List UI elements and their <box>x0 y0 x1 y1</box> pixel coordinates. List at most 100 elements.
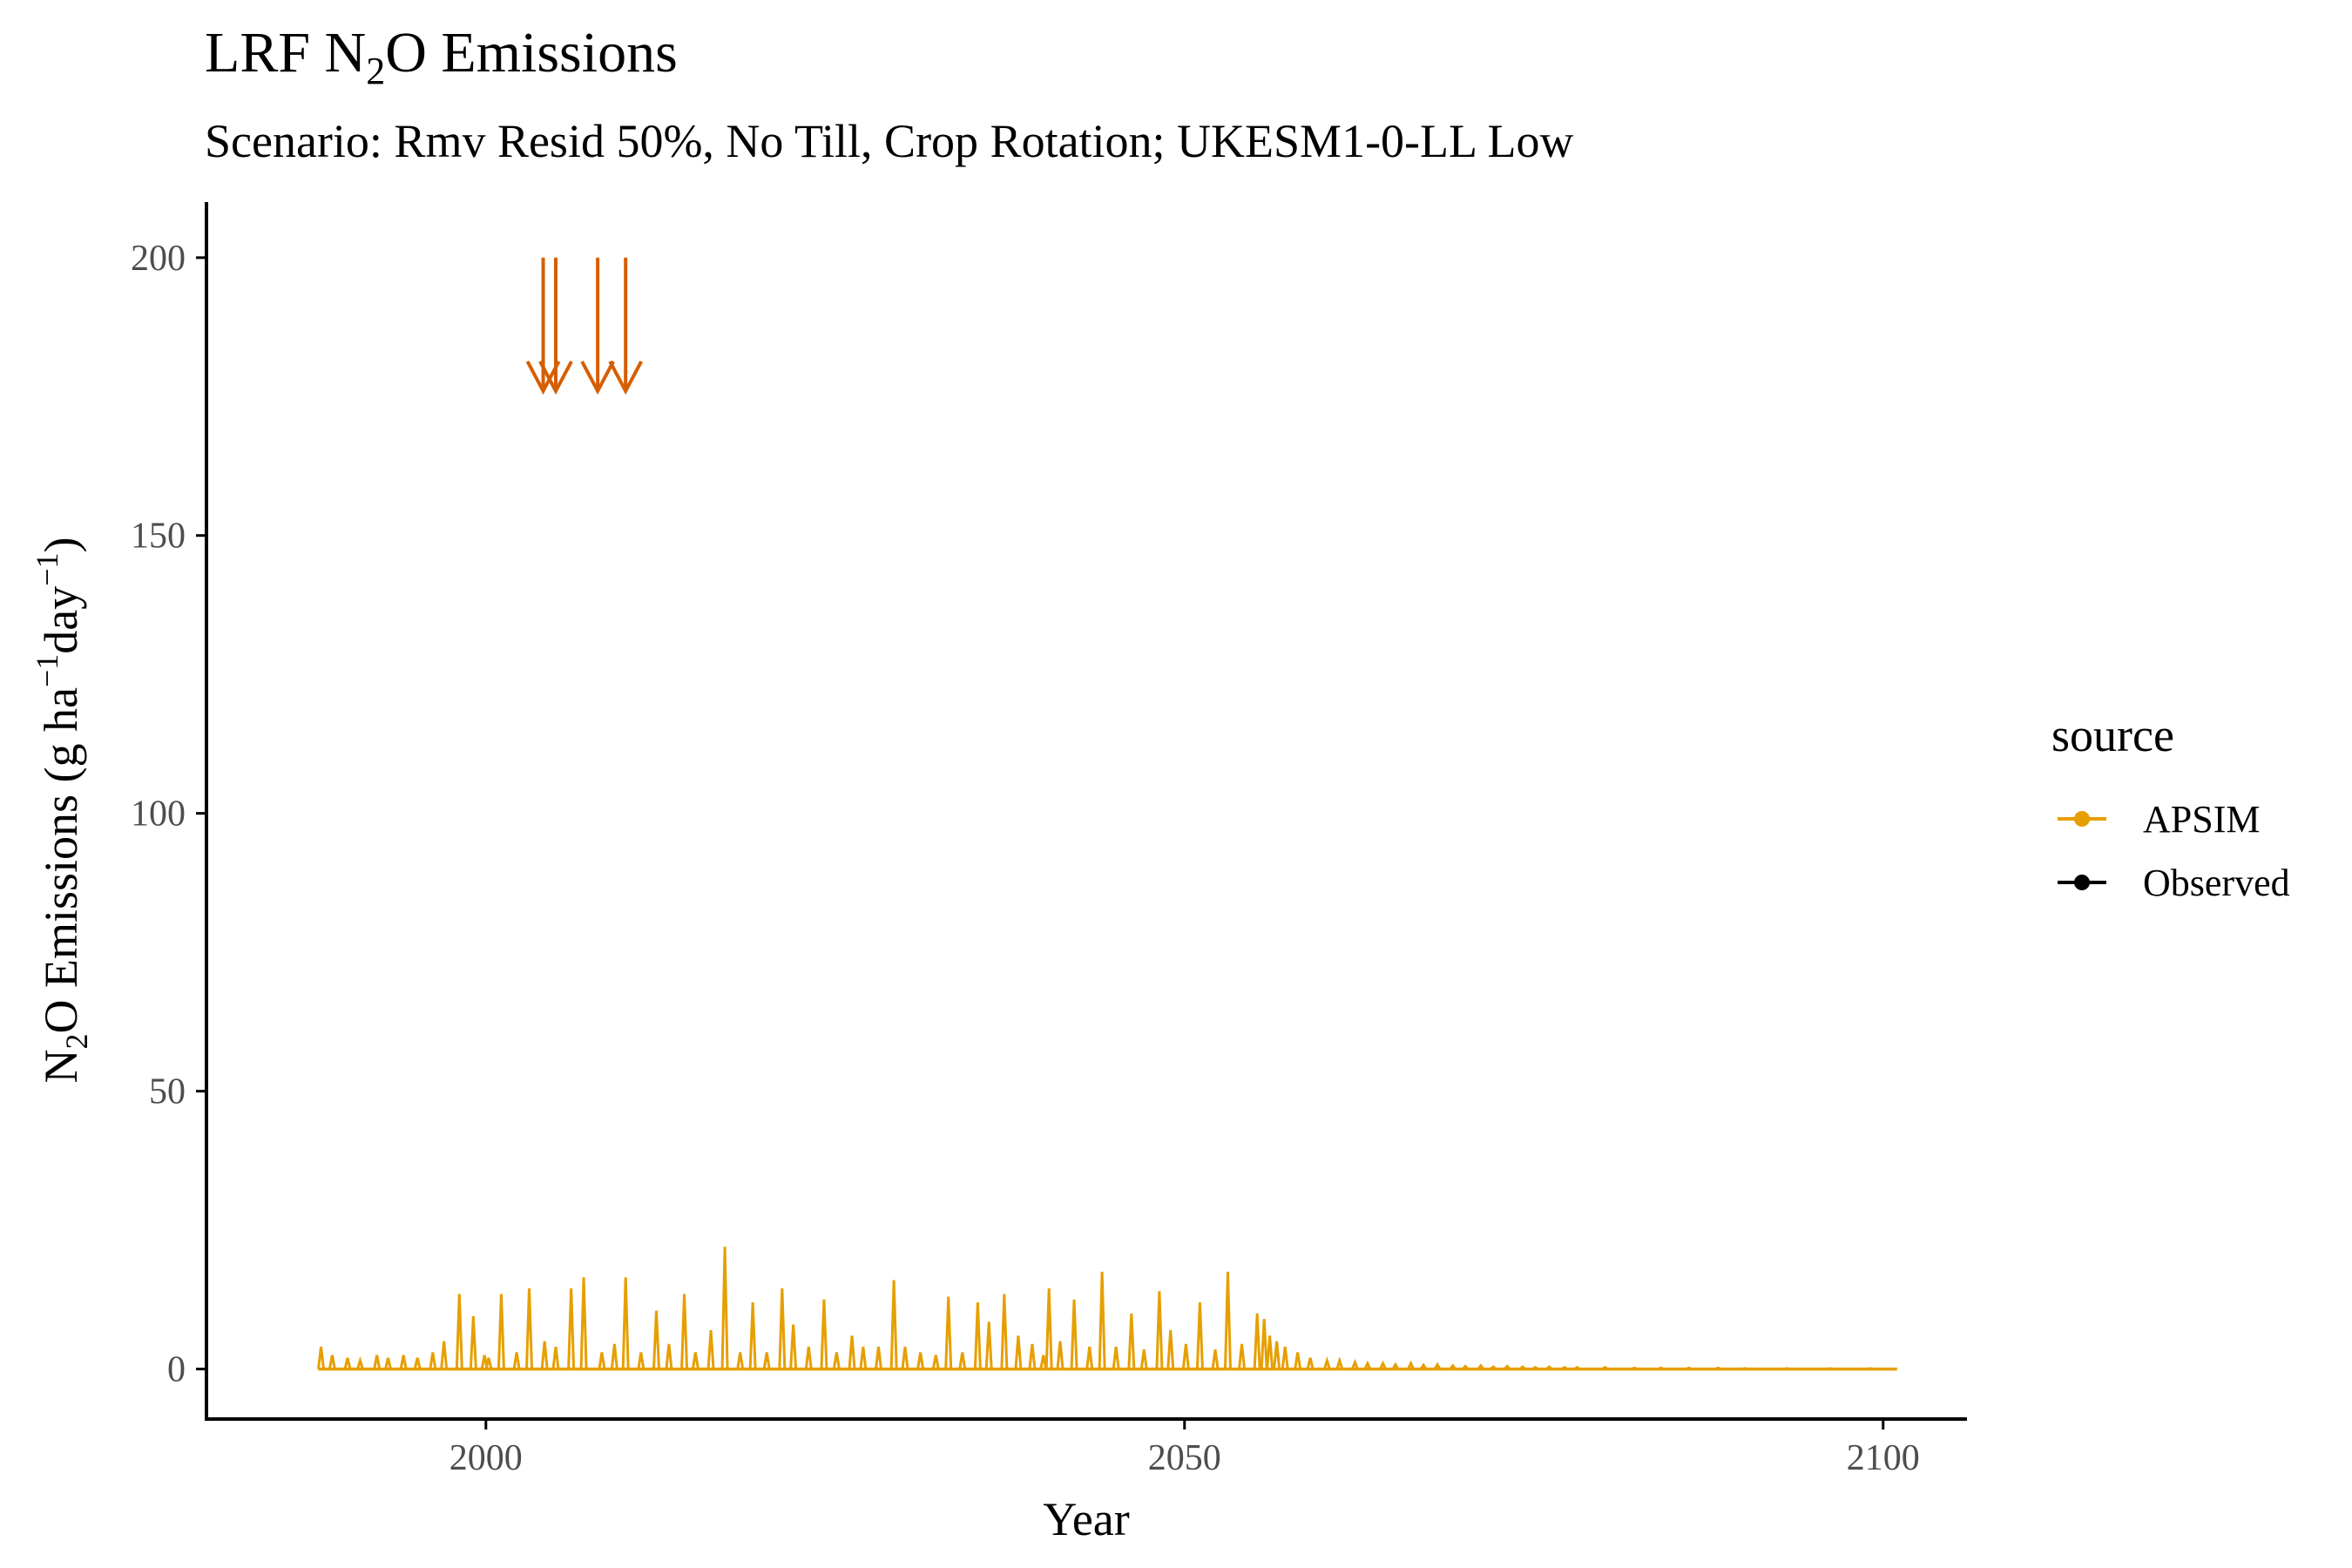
apsim-spike <box>1266 1335 1274 1369</box>
legend-key-dot-observed <box>2074 875 2090 890</box>
apsim-spike <box>1561 1365 1568 1370</box>
legend-key-dot-apsim <box>2074 811 2090 827</box>
legend-label-apsim: APSIM <box>2143 798 2261 841</box>
x-axis-title: Year <box>1043 1493 1130 1545</box>
legend-item-observed: Observed <box>2058 862 2290 904</box>
series-layer <box>317 1247 1897 1371</box>
apsim-spike <box>1070 1299 1078 1369</box>
apsim-spike <box>1056 1341 1064 1369</box>
chart-subtitle: Scenario: Rmv Resid 50%, No Till, Crop R… <box>205 115 1573 167</box>
apsim-spike <box>901 1346 909 1369</box>
apsim-spike <box>1573 1365 1581 1370</box>
y-axis-title-sup2: −1 <box>30 552 64 585</box>
apsim-spike <box>665 1343 673 1369</box>
apsim-spike <box>680 1294 689 1369</box>
apsim-spike <box>778 1288 787 1369</box>
apsim-spike <box>1322 1356 1331 1370</box>
y-tick-label: 200 <box>131 239 186 279</box>
apsim-spike <box>399 1355 408 1369</box>
apsim-spike <box>1127 1313 1136 1369</box>
apsim-spike <box>1238 1343 1247 1369</box>
apsim-spike <box>440 1341 449 1369</box>
apsim-spike <box>1155 1291 1164 1369</box>
apsim-spike <box>832 1352 841 1369</box>
apsim-spike <box>317 1346 326 1369</box>
y-axis-title-d: ) <box>35 537 87 552</box>
apsim-spike <box>748 1301 757 1369</box>
apsim-spike <box>384 1357 392 1369</box>
apsim-spike <box>497 1294 505 1369</box>
apsim-spike <box>551 1346 560 1369</box>
apsim-spike <box>1112 1346 1120 1369</box>
apsim-spike <box>1044 1288 1053 1369</box>
apsim-spike <box>1224 1271 1232 1369</box>
arrow-layer <box>525 257 643 395</box>
x-tick-label: 2050 <box>1148 1438 1221 1478</box>
apsim-spike <box>1545 1365 1553 1370</box>
legend-label-observed: Observed <box>2143 862 2290 904</box>
apsim-spike <box>1139 1349 1148 1369</box>
chart-title-subscript: 2 <box>366 50 385 92</box>
apsim-spike <box>567 1288 576 1369</box>
apsim-spike <box>973 1301 982 1369</box>
apsim-spike <box>720 1247 729 1369</box>
apsim-spike <box>691 1352 700 1369</box>
apsim-spike <box>984 1321 993 1369</box>
apsim-spike <box>1166 1329 1175 1369</box>
apsim-spike <box>455 1294 463 1369</box>
apsim-spike <box>512 1352 521 1369</box>
apsim-spike <box>1504 1364 1511 1370</box>
apsim-spike <box>820 1299 828 1369</box>
apsim-spike <box>931 1355 940 1369</box>
apsim-spike <box>610 1343 618 1369</box>
apsim-spike <box>859 1346 868 1369</box>
apsim-spike <box>1379 1360 1387 1370</box>
apsim-spike <box>356 1356 364 1370</box>
apsim-spike <box>889 1280 898 1369</box>
apsim-spike <box>1014 1335 1023 1369</box>
apsim-spike <box>1039 1355 1048 1369</box>
apsim-spike <box>469 1315 477 1369</box>
apsim-spike <box>1518 1365 1526 1370</box>
apsim-spike <box>1028 1343 1037 1369</box>
apsim-spike <box>637 1352 645 1369</box>
apsim-spike <box>1335 1356 1344 1370</box>
apsim-spike <box>762 1352 771 1369</box>
x-ticks: 2000 2050 2100 <box>449 1419 1920 1478</box>
event-arrow <box>608 257 643 395</box>
legend-item-apsim: APSIM <box>2058 798 2261 841</box>
x-tick-label: 2000 <box>449 1438 523 1478</box>
apsim-spike <box>1714 1366 1722 1370</box>
apsim-spike <box>1273 1341 1281 1369</box>
apsim-spike <box>429 1352 437 1369</box>
apsim-spike <box>1211 1349 1220 1369</box>
y-axis-title-c: day <box>35 586 87 654</box>
apsim-spike <box>413 1357 422 1369</box>
y-axis-title-sup1: −1 <box>30 654 64 687</box>
chart-title: LRF N2O Emissions <box>205 21 678 92</box>
apsim-spike <box>343 1357 352 1369</box>
chart-title-rest: O Emissions <box>385 21 678 84</box>
apsim-spike <box>328 1355 336 1369</box>
y-tick-label: 150 <box>131 517 186 557</box>
apsim-spike <box>579 1277 588 1369</box>
apsim-spike <box>736 1352 745 1369</box>
y-tick-label: 100 <box>131 794 186 835</box>
apsim-spike <box>525 1288 534 1369</box>
apsim-spike <box>1391 1362 1400 1370</box>
event-arrow <box>580 257 615 395</box>
apsim-spike <box>1260 1319 1268 1369</box>
apsim-spike <box>706 1329 715 1369</box>
apsim-spike <box>1531 1365 1539 1370</box>
chart-title-main: LRF N <box>205 21 366 84</box>
y-axis-title: N2O Emissions (g ha−1day−1) <box>30 537 94 1083</box>
apsim-spike <box>875 1346 882 1369</box>
apsim-spike <box>1477 1363 1485 1370</box>
apsim-spike <box>1306 1357 1315 1369</box>
apsim-spike <box>1294 1352 1302 1369</box>
x-tick-label: 2100 <box>1847 1438 1920 1478</box>
apsim-spike <box>1631 1366 1638 1370</box>
apsim-spike <box>1098 1271 1106 1369</box>
apsim-spike <box>373 1355 382 1369</box>
